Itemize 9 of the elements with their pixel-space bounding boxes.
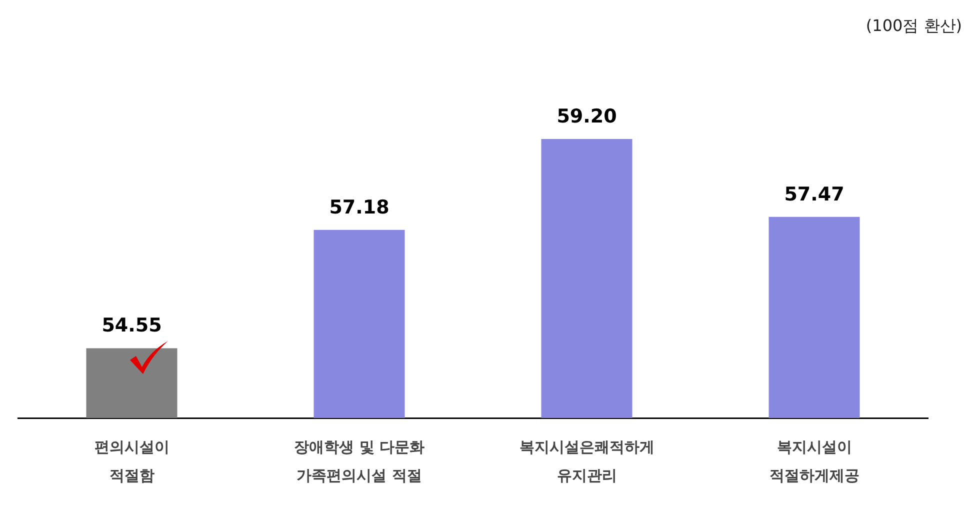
x-tick-label: 장애학생 및 다문화 가족편의시설 적절 (294, 438, 424, 485)
data-label: 57.47 (784, 183, 844, 206)
data-label: 59.20 (556, 105, 617, 128)
x-tick-label: 편의시설이 적절함 (94, 438, 170, 485)
x-tick-label: 복지시설은쾌적하게 유지관리 (519, 438, 654, 485)
x-tick-label: 복지시설이 적절하게제공 (769, 438, 860, 485)
text: (100점 환산) (866, 16, 962, 37)
data-label: 57.18 (329, 196, 390, 218)
data-label: 54.55 (102, 314, 162, 337)
